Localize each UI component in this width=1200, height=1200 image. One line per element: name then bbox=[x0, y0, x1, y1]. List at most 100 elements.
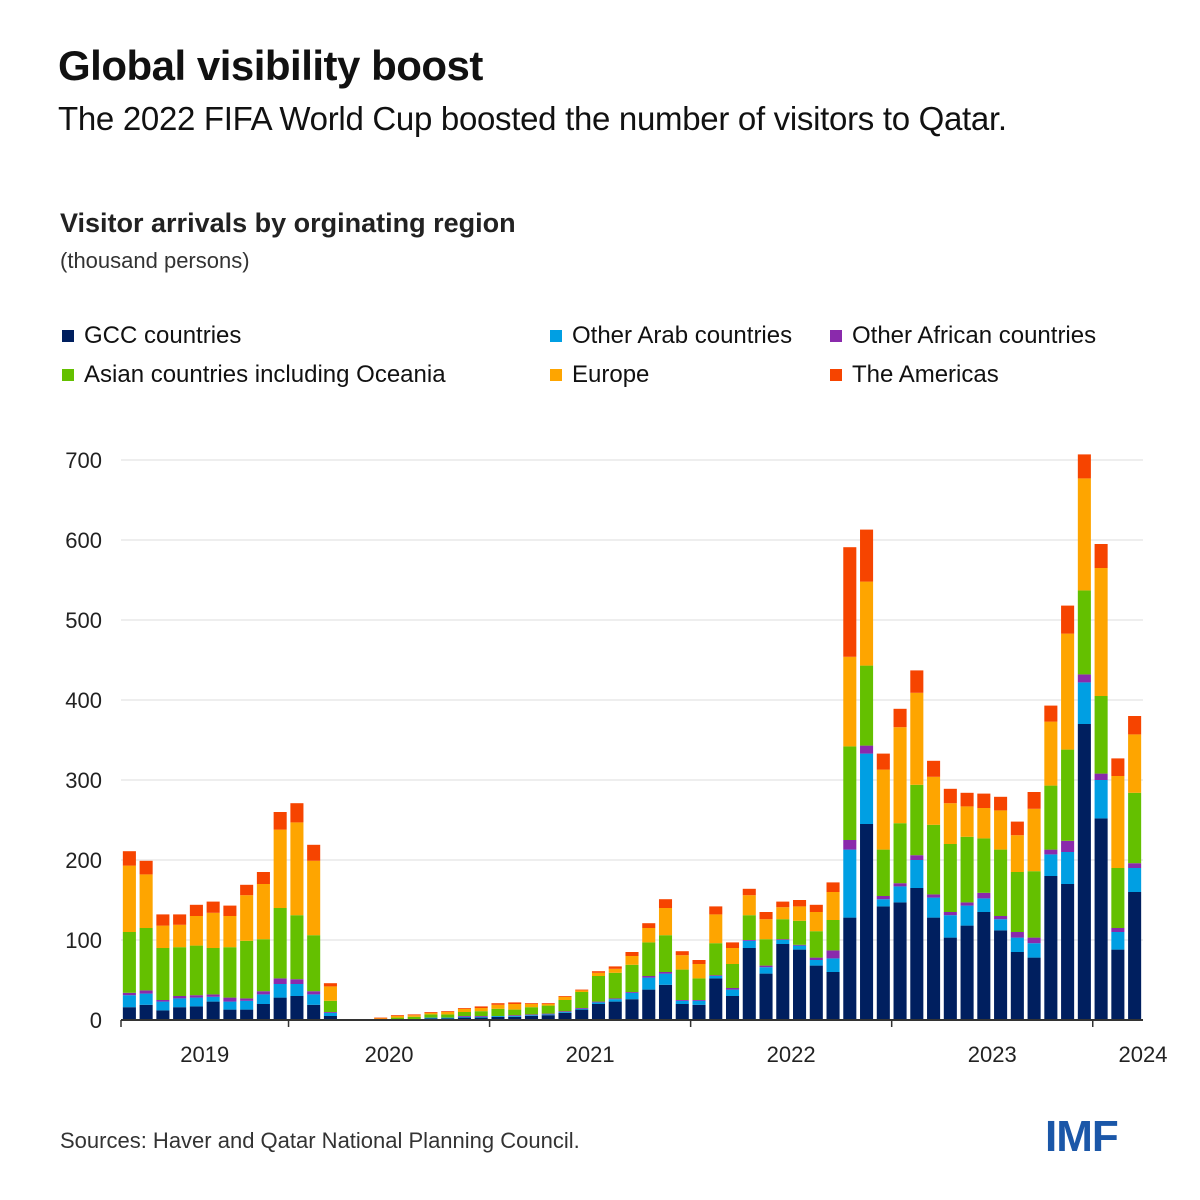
bar-segment bbox=[893, 883, 907, 887]
bar-segment bbox=[725, 942, 740, 948]
bar-segment bbox=[390, 1016, 404, 1018]
bar-segment bbox=[1010, 932, 1024, 938]
bar-segment bbox=[206, 1001, 220, 1020]
bar-segment bbox=[524, 1004, 539, 1008]
bar-segment bbox=[759, 965, 773, 968]
legend-swatch-icon bbox=[830, 330, 842, 342]
bar-segment bbox=[390, 1015, 404, 1016]
bar-segment bbox=[524, 1016, 539, 1020]
bar-segment bbox=[1044, 849, 1058, 855]
bar-segment bbox=[139, 1004, 153, 1020]
bar-segment bbox=[307, 994, 321, 1005]
bar-segment bbox=[290, 996, 304, 1020]
bar-segment bbox=[508, 1016, 522, 1020]
bar-segment bbox=[809, 960, 823, 966]
bar-segment bbox=[1061, 840, 1075, 852]
bar-segment bbox=[374, 1018, 388, 1020]
bar-segment bbox=[1044, 721, 1058, 786]
bar-segment bbox=[307, 844, 321, 861]
bar-segment bbox=[1044, 876, 1058, 1020]
bar-segment bbox=[256, 872, 270, 884]
bar-segment bbox=[793, 920, 807, 945]
bar-segment bbox=[709, 975, 723, 976]
bar-segment bbox=[725, 996, 740, 1020]
bar-segment bbox=[541, 1003, 555, 1004]
bar-segment bbox=[809, 957, 823, 960]
bar-segment bbox=[240, 998, 254, 1001]
bar-segment bbox=[223, 1001, 237, 1010]
bar-segment bbox=[424, 1014, 438, 1018]
bar-segment bbox=[910, 692, 924, 785]
page-subtitle: The 2022 FIFA World Cup boosted the numb… bbox=[58, 100, 1007, 137]
bar-segment bbox=[893, 902, 907, 1020]
legend-swatch-icon bbox=[550, 369, 562, 381]
bar-segment bbox=[407, 1015, 421, 1017]
bar-segment bbox=[709, 943, 723, 976]
bar-segment bbox=[977, 808, 991, 839]
bar-segment bbox=[1061, 749, 1075, 841]
y-tick-label: 100 bbox=[65, 928, 102, 953]
bar-segment bbox=[625, 964, 639, 992]
bar-segment bbox=[776, 940, 790, 944]
bar-segment bbox=[1027, 943, 1041, 958]
bar-segment bbox=[558, 996, 572, 997]
bar-segment bbox=[424, 1012, 438, 1013]
bar-segment bbox=[591, 1001, 606, 1003]
bar-segment bbox=[508, 1004, 522, 1010]
bar-segment bbox=[860, 665, 874, 746]
bar-segment bbox=[1010, 821, 1024, 836]
bar-segment bbox=[843, 917, 857, 1020]
bar-segment bbox=[876, 849, 890, 896]
bar-segment bbox=[441, 1012, 455, 1015]
bar-segment bbox=[692, 964, 706, 979]
bar-segment bbox=[1010, 872, 1024, 932]
chart-units-label: (thousand persons) bbox=[60, 248, 250, 273]
bar-segment bbox=[1128, 868, 1142, 892]
bar-segment bbox=[240, 940, 254, 999]
legend-item: Other Arab countries bbox=[550, 322, 792, 350]
bar-segment bbox=[491, 1003, 505, 1005]
bar-segment bbox=[173, 1007, 187, 1020]
x-tick-label: 2020 bbox=[365, 1042, 414, 1067]
bar-segment bbox=[910, 670, 924, 693]
bar-segment bbox=[1111, 776, 1125, 868]
bar-segment bbox=[943, 844, 957, 912]
bar-segment bbox=[725, 988, 740, 990]
bar-segment bbox=[893, 708, 907, 728]
bar-segment bbox=[1044, 785, 1058, 850]
bar-segment bbox=[709, 976, 723, 979]
bar-segment bbox=[625, 952, 639, 956]
bar-segment bbox=[390, 1017, 404, 1020]
legend-swatch-icon bbox=[830, 369, 842, 381]
bar-segment bbox=[642, 928, 656, 943]
bar-segment bbox=[960, 905, 974, 926]
bar-segment bbox=[1077, 454, 1091, 479]
bar-segment bbox=[927, 760, 941, 777]
bar-segment bbox=[692, 1000, 706, 1005]
bar-segment bbox=[374, 1017, 388, 1019]
bar-segment bbox=[256, 1004, 270, 1020]
bar-segment bbox=[927, 776, 941, 825]
bar-segment bbox=[307, 860, 321, 936]
legend-swatch-icon bbox=[62, 369, 74, 381]
source-note: Sources: Haver and Qatar National Planni… bbox=[60, 1128, 580, 1153]
bar-segment bbox=[658, 984, 673, 1020]
bar-segment bbox=[725, 964, 740, 988]
bar-segment bbox=[876, 896, 890, 900]
bar-segment bbox=[156, 1000, 170, 1002]
bar-segment bbox=[457, 1012, 471, 1016]
bar-segment bbox=[860, 824, 874, 1020]
y-tick-label: 0 bbox=[90, 1008, 102, 1033]
bar-segment bbox=[960, 806, 974, 837]
bar-segment bbox=[1010, 952, 1024, 1020]
bar-segment bbox=[642, 923, 656, 928]
bar-segment bbox=[474, 1016, 488, 1018]
bar-segment bbox=[189, 995, 203, 998]
bar-segment bbox=[457, 1008, 471, 1009]
bar-segment bbox=[1094, 544, 1108, 568]
bar-segment bbox=[290, 984, 304, 996]
bar-segment bbox=[960, 792, 974, 807]
bar-segment bbox=[541, 1005, 555, 1014]
bar-segment bbox=[323, 1012, 337, 1016]
bar-segment bbox=[558, 996, 572, 1000]
